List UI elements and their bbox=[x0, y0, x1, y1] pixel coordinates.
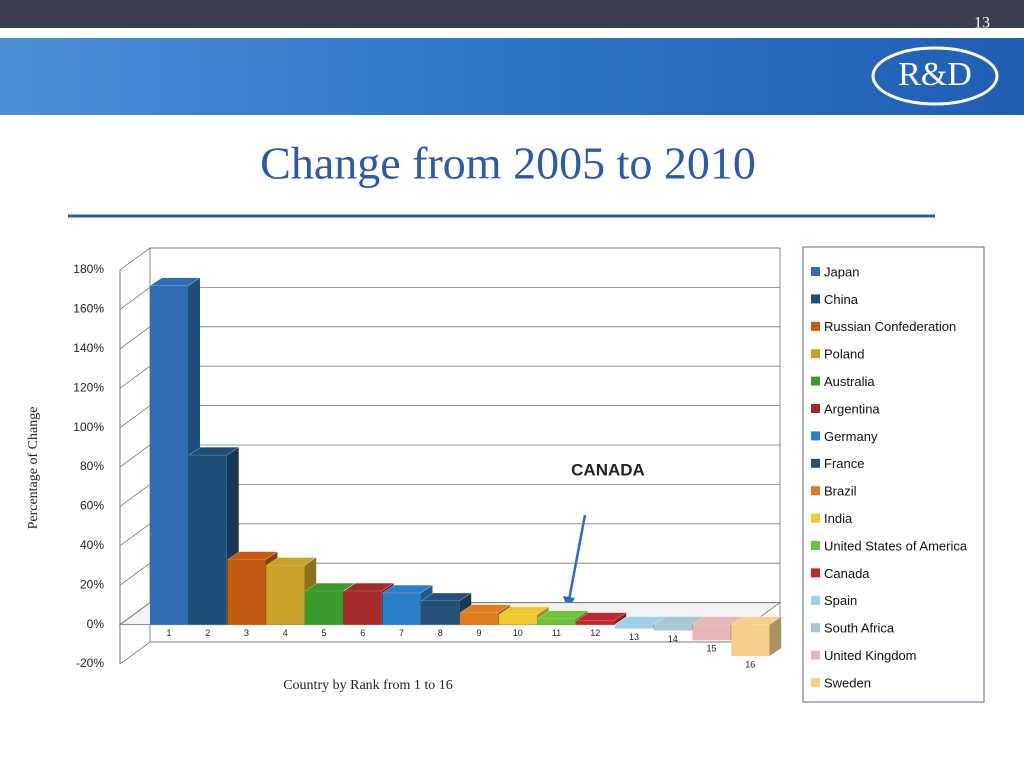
legend-label: United Kingdom bbox=[824, 648, 917, 663]
y-tick-label: 60% bbox=[80, 499, 104, 513]
legend-label: Sweden bbox=[824, 675, 871, 690]
legend-swatch bbox=[811, 623, 820, 633]
slide-number: 13 bbox=[974, 15, 990, 32]
bar bbox=[421, 600, 460, 625]
x-tick-label: 3 bbox=[244, 628, 249, 638]
legend-swatch bbox=[811, 678, 820, 687]
slide-title: Change from 2005 to 2010 bbox=[260, 138, 756, 189]
bar bbox=[731, 624, 770, 657]
annotation: CANADA bbox=[571, 460, 645, 479]
legend-swatch bbox=[811, 568, 820, 578]
legend-swatch bbox=[811, 321, 820, 331]
legend-label: Argentina bbox=[824, 401, 880, 416]
x-tick-label: 10 bbox=[513, 628, 523, 638]
bar bbox=[188, 455, 227, 625]
x-axis-label: Country by Rank from 1 to 16 bbox=[283, 678, 453, 693]
bar bbox=[537, 618, 576, 625]
legend-label: United States of America bbox=[824, 538, 968, 553]
legend-swatch bbox=[811, 650, 820, 660]
y-tick-label: 40% bbox=[80, 538, 104, 552]
legend-label: Poland bbox=[824, 347, 864, 362]
x-tick-label: 16 bbox=[745, 659, 755, 669]
bar-side bbox=[769, 616, 782, 657]
bar bbox=[498, 614, 537, 625]
legend-swatch bbox=[811, 376, 820, 386]
x-tick-label: 1 bbox=[166, 628, 171, 638]
y-tick-label: -20% bbox=[76, 656, 104, 670]
legend-label: Australia bbox=[824, 374, 875, 389]
y-axis-label: Percentage of Change bbox=[26, 407, 41, 530]
x-tick-label: 4 bbox=[283, 628, 288, 638]
x-tick-label: 11 bbox=[552, 628, 561, 638]
bar bbox=[266, 565, 305, 625]
grid-line bbox=[119, 286, 780, 310]
x-tick-label: 13 bbox=[629, 632, 639, 642]
x-tick-label: 2 bbox=[205, 628, 210, 638]
x-tick-label: 7 bbox=[399, 628, 404, 638]
bar-side bbox=[614, 612, 627, 625]
x-tick-label: 8 bbox=[438, 628, 443, 638]
header-band bbox=[0, 38, 1024, 115]
y-tick-label: 100% bbox=[73, 420, 104, 434]
x-tick-label: 15 bbox=[706, 644, 716, 654]
bar bbox=[615, 624, 653, 629]
legend-swatch bbox=[811, 294, 820, 304]
grid-line bbox=[119, 365, 780, 389]
logo: R&D bbox=[898, 56, 972, 93]
x-tick-label: 12 bbox=[590, 628, 600, 638]
legend-label: South Africa bbox=[824, 621, 895, 636]
legend-label: India bbox=[824, 511, 853, 526]
y-tick-label: 0% bbox=[87, 617, 105, 631]
bar bbox=[150, 285, 188, 625]
y-tick-label: 80% bbox=[80, 459, 104, 473]
y-tick-label: 180% bbox=[73, 262, 104, 276]
y-tick-label: 120% bbox=[73, 380, 104, 394]
x-tick-label: 14 bbox=[668, 634, 678, 644]
legend-label: Canada bbox=[824, 566, 870, 581]
legend-label: Brazil bbox=[824, 484, 857, 499]
grid-line bbox=[119, 326, 780, 350]
bar bbox=[576, 620, 615, 625]
grid-line bbox=[119, 405, 780, 428]
legend-label: China bbox=[824, 292, 859, 307]
legend-label: Japan bbox=[824, 264, 859, 279]
legend-swatch bbox=[811, 486, 820, 496]
legend-swatch bbox=[811, 513, 820, 523]
y-tick-label: 160% bbox=[73, 302, 104, 316]
y-tick-label: 20% bbox=[80, 577, 104, 591]
legend-label: Germany bbox=[824, 429, 878, 444]
x-tick-label: 5 bbox=[321, 628, 326, 638]
bar bbox=[305, 591, 343, 625]
grid-line bbox=[119, 247, 780, 271]
bar bbox=[460, 612, 498, 625]
x-tick-label: 9 bbox=[476, 628, 481, 638]
legend-label: Spain bbox=[824, 593, 857, 608]
legend-swatch bbox=[811, 404, 820, 413]
bar bbox=[692, 624, 731, 641]
logo-ring bbox=[871, 46, 999, 106]
bar bbox=[227, 559, 266, 625]
top-bar bbox=[0, 0, 1024, 28]
legend-swatch bbox=[811, 349, 820, 359]
grid-line bbox=[119, 641, 780, 665]
bar bbox=[343, 591, 382, 625]
legend-label: France bbox=[824, 456, 864, 471]
legend-swatch bbox=[811, 595, 820, 605]
legend-swatch bbox=[811, 267, 820, 276]
annotation-arrow bbox=[567, 514, 587, 601]
bar bbox=[382, 593, 421, 625]
legend-label: Russian Confederation bbox=[824, 319, 956, 334]
bar bbox=[653, 624, 692, 631]
legend-swatch bbox=[811, 458, 820, 468]
x-tick-label: 6 bbox=[360, 628, 365, 638]
y-tick-label: 140% bbox=[73, 341, 104, 355]
legend-swatch bbox=[811, 541, 820, 550]
legend-swatch bbox=[811, 431, 820, 441]
legend-box bbox=[802, 246, 985, 703]
